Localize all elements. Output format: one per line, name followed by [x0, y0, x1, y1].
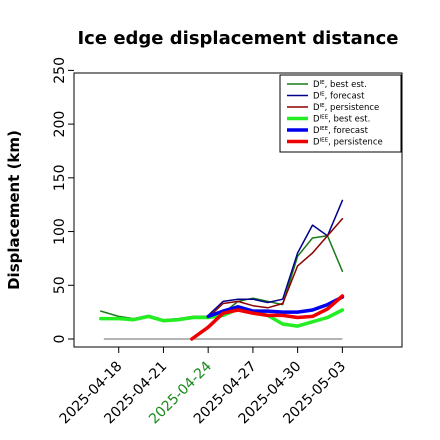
y-tick-label: 200 — [52, 111, 68, 138]
y-tick-label: 50 — [52, 276, 68, 294]
y-tick-label: 250 — [52, 57, 68, 84]
series-line-0 — [100, 235, 344, 321]
series-line-4 — [206, 295, 345, 319]
y-axis-label: Displacement (km) — [5, 130, 23, 290]
legend-entry-label: DIE, persistence — [313, 103, 379, 113]
y-tick-label: 150 — [52, 164, 68, 191]
y-tick-label: 100 — [52, 218, 68, 245]
chart-title: Ice edge displacement distance — [77, 28, 398, 49]
series-line-2 — [207, 217, 344, 319]
y-tick-label: 0 — [52, 335, 68, 344]
series-line-1 — [207, 199, 344, 317]
legend-entry-label: DIEE, forecast — [313, 126, 369, 136]
legend-entry-label: DIEE, persistence — [313, 138, 383, 148]
legend-entry-label: DIE, forecast — [313, 92, 365, 102]
legend-entry-label: DIE, best est. — [313, 80, 367, 90]
plot-frame — [73, 72, 403, 348]
legend-entry-label: DIEE, best est. — [313, 115, 370, 125]
legend-box — [279, 74, 402, 153]
series-line-5 — [190, 294, 345, 341]
